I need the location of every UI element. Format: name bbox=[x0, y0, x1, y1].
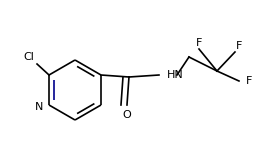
Text: F: F bbox=[246, 76, 252, 86]
Text: F: F bbox=[236, 41, 242, 51]
Text: Cl: Cl bbox=[24, 52, 35, 62]
Text: HN: HN bbox=[167, 70, 184, 80]
Text: O: O bbox=[123, 110, 131, 120]
Text: F: F bbox=[196, 38, 202, 48]
Text: N: N bbox=[35, 102, 43, 112]
